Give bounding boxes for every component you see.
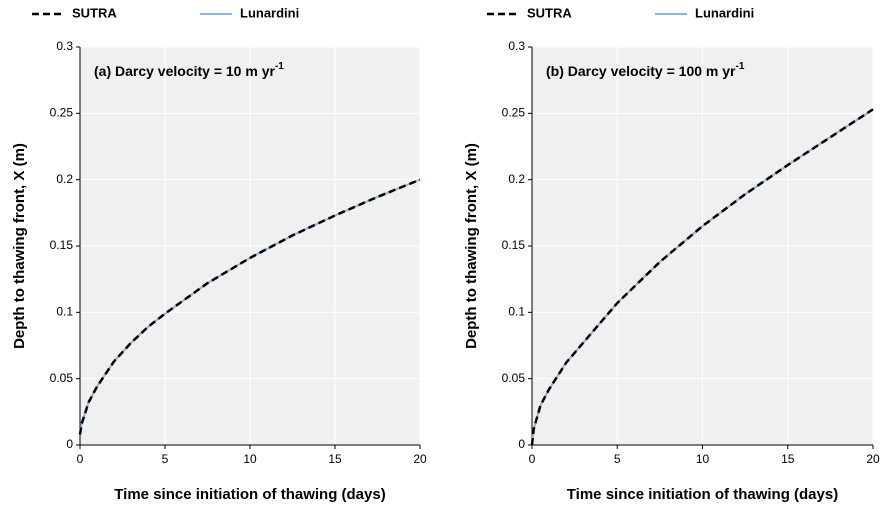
legend-label: SUTRA (72, 5, 117, 20)
y-tick-label: 0 (518, 437, 525, 451)
y-tick-label: 0 (66, 437, 73, 451)
x-axis-label: Time since initiation of thawing (days) (567, 486, 838, 503)
annotation: (a) Darcy velocity = 10 m yr-1 (94, 61, 284, 79)
x-tick-label: 10 (243, 452, 257, 466)
x-tick-label: 20 (413, 452, 427, 466)
y-tick-label: 0.3 (56, 39, 73, 53)
series-line (78, 178, 421, 435)
y-tick-label: 0.25 (502, 106, 526, 120)
x-tick-label: 0 (77, 452, 84, 466)
legend-label: Lunardini (240, 5, 299, 20)
annotation-text: (a) Darcy velocity = 10 m yr (94, 63, 275, 79)
x-axis-label: Time since initiation of thawing (days) (114, 486, 385, 503)
y-tick-label: 0.05 (502, 371, 526, 385)
y-tick-label: 0.3 (508, 39, 525, 53)
annotation-text: (b) Darcy velocity = 100 m yr (546, 63, 736, 79)
y-tick-label: 0.2 (508, 172, 525, 186)
y-tick-label: 0.1 (56, 305, 73, 319)
x-tick-label: 15 (328, 452, 342, 466)
x-tick-label: 10 (696, 452, 710, 466)
x-tick-label: 5 (614, 452, 621, 466)
y-axis-label: Depth to thawing front, X (m) (463, 143, 480, 349)
y-tick-label: 0.1 (508, 305, 525, 319)
x-tick-label: 5 (162, 452, 169, 466)
y-tick-label: 0.15 (50, 238, 74, 252)
legend-label: SUTRA (527, 5, 572, 20)
legend-label: Lunardini (695, 5, 754, 20)
y-tick-label: 0.05 (50, 371, 74, 385)
annotation-superscript: -1 (275, 61, 284, 72)
y-tick-label: 0.25 (50, 106, 74, 120)
annotation-superscript: -1 (736, 61, 745, 72)
annotation: (b) Darcy velocity = 100 m yr-1 (546, 61, 745, 79)
y-axis-label: Depth to thawing front, X (m) (11, 143, 28, 349)
y-tick-label: 0.15 (502, 238, 526, 252)
x-tick-label: 0 (529, 452, 536, 466)
y-tick-label: 0.2 (56, 172, 73, 186)
x-tick-label: 20 (866, 452, 880, 466)
x-tick-label: 15 (781, 452, 795, 466)
series-line (530, 108, 874, 446)
